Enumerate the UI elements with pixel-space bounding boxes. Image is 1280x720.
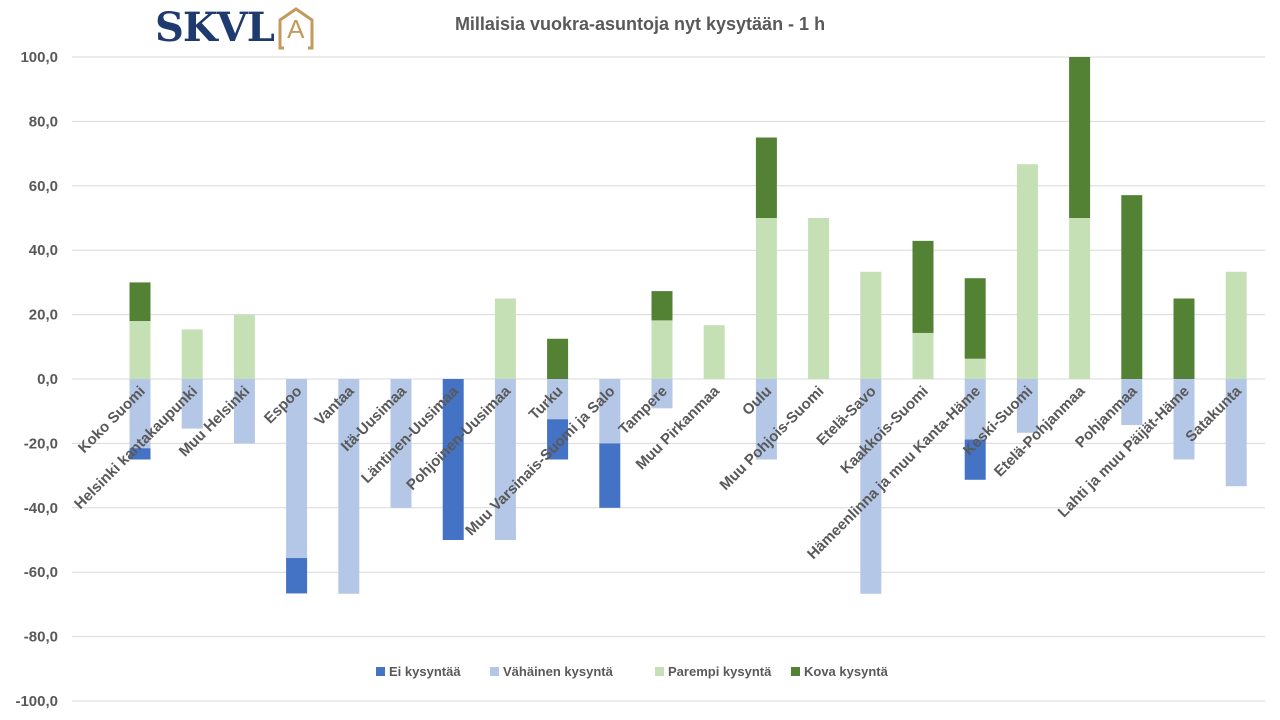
bar-parempi <box>181 329 203 379</box>
legend-label: Kova kysyntä <box>804 664 889 679</box>
bar-parempi <box>755 218 777 379</box>
house-logo-icon: A <box>276 6 316 50</box>
bar-vahainen <box>233 379 255 444</box>
bar-vahainen <box>494 379 516 540</box>
legend-label: Parempi kysyntä <box>668 664 772 679</box>
chart-title: Millaisia vuokra-asuntoja nyt kysytään -… <box>455 14 825 34</box>
bar-vahainen <box>964 379 986 440</box>
bar-vahainen <box>338 379 360 594</box>
y-tick-label: 0,0 <box>37 371 58 388</box>
bar-kova <box>1173 298 1195 379</box>
bar-vahainen <box>1173 379 1195 460</box>
y-tick-label: -40,0 <box>24 500 58 517</box>
logo-text: SKVL <box>155 4 275 51</box>
y-tick-label: -20,0 <box>24 435 58 452</box>
bar-parempi <box>129 321 151 379</box>
bar-vahainen <box>755 379 777 460</box>
bar-vahainen <box>286 379 308 559</box>
bar-parempi <box>703 325 725 379</box>
bar-parempi <box>651 320 673 379</box>
bar-parempi <box>1225 271 1247 379</box>
y-tick-label: 40,0 <box>29 242 58 259</box>
bar-parempi <box>808 218 830 379</box>
bar-ei <box>547 419 569 460</box>
bar-kova <box>912 240 934 333</box>
bar-ei <box>442 379 464 540</box>
y-tick-label: 60,0 <box>29 178 58 195</box>
bar-kova <box>1121 195 1143 379</box>
bar-kova <box>129 282 151 322</box>
bar-vahainen <box>651 379 673 409</box>
bar-vahainen <box>1121 379 1143 426</box>
x-category-label: Etelä-Pohjanmaa <box>991 382 1089 480</box>
bar-ei <box>599 443 621 508</box>
bar-parempi <box>233 314 255 379</box>
y-tick-label: 80,0 <box>29 113 58 130</box>
legend-swatch-kova <box>791 667 800 676</box>
bar-kova <box>1069 57 1091 218</box>
bar-vahainen <box>390 379 412 508</box>
bar-kova <box>755 137 777 218</box>
legend-label: Vähäinen kysyntä <box>503 664 614 679</box>
bar-parempi <box>912 332 934 379</box>
bar-vahainen <box>129 379 151 449</box>
y-tick-label: -60,0 <box>24 564 58 581</box>
legend-label: Ei kysyntää <box>389 664 461 679</box>
bar-vahainen <box>1225 379 1247 487</box>
bar-ei <box>129 448 151 460</box>
bar-parempi <box>1069 218 1091 379</box>
bar-ei <box>964 439 986 480</box>
bar-parempi <box>1016 164 1038 379</box>
bar-kova <box>547 338 569 379</box>
legend-swatch-vahainen <box>490 667 499 676</box>
legend-swatch-parempi <box>655 667 664 676</box>
bar-kova <box>964 278 986 359</box>
bar-vahainen <box>1016 379 1038 433</box>
x-category-label: Kaakkois-Suomi <box>837 383 932 478</box>
bar-parempi <box>964 358 986 379</box>
bar-vahainen <box>860 379 882 594</box>
y-tick-label: -100,0 <box>15 693 58 710</box>
bar-vahainen <box>547 379 569 420</box>
bar-parempi <box>494 298 516 379</box>
logo-mark: A <box>287 14 305 44</box>
legend-swatch-ei <box>376 667 385 676</box>
y-tick-label: 100,0 <box>20 49 58 66</box>
bar-vahainen <box>599 379 621 444</box>
bar-parempi <box>860 271 882 379</box>
y-tick-label: 20,0 <box>29 307 58 324</box>
y-tick-label: -80,0 <box>24 629 58 646</box>
skvl-logo: SKVL A <box>155 6 316 50</box>
bar-ei <box>286 558 308 594</box>
bar-vahainen <box>181 379 203 429</box>
bar-kova <box>651 291 673 321</box>
